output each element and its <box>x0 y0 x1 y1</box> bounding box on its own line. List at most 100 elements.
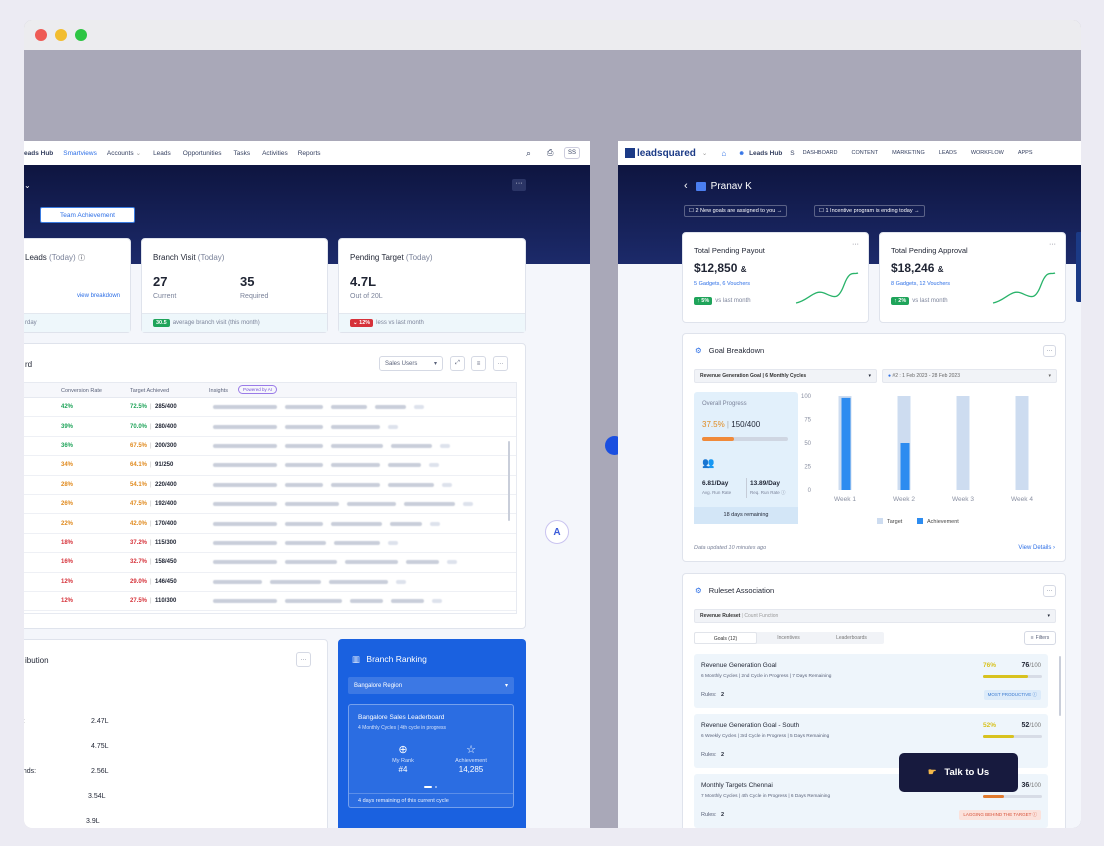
scrollbar[interactable] <box>508 441 510 521</box>
region-select[interactable]: Bangalore Region ▾ <box>348 677 514 694</box>
hub-label[interactable]: eads Hub <box>24 149 54 157</box>
insights <box>213 463 447 468</box>
progress-pct: 37.5% <box>702 420 725 429</box>
logo-text[interactable]: leadsquared <box>637 147 696 159</box>
tab-incentives[interactable]: Incentives <box>777 635 800 641</box>
table-row[interactable]: 18% 37.2% | 115/300 <box>24 534 516 554</box>
more-options-icon[interactable]: ··· <box>512 179 526 191</box>
nav-apps[interactable]: APPS <box>1017 150 1033 156</box>
nav-workflow[interactable]: WORKFLOW <box>970 150 1004 156</box>
view-breakdown-link[interactable]: view breakdown <box>76 293 120 299</box>
more-options-icon[interactable]: ··· <box>296 652 311 667</box>
achievement-value: 14,285 <box>458 765 484 774</box>
search-icon[interactable]: ⌕ <box>526 147 532 158</box>
carousel-dot-active[interactable] <box>424 786 432 788</box>
nav-s[interactable]: S <box>790 149 795 157</box>
header-conversion-rate[interactable]: Conversion Rate <box>61 388 102 394</box>
maximize-dot[interactable] <box>75 29 87 41</box>
more-options-icon[interactable]: ··· <box>1043 585 1056 597</box>
nav-accounts[interactable]: Accounts <box>106 149 134 157</box>
table-row[interactable]: 12% 29.0% | 146/450 <box>24 573 516 592</box>
goal-item[interactable]: Monthly Targets Chennai 7 Monthly Cycles… <box>694 774 1048 828</box>
y-tick-label: 100 <box>801 394 812 400</box>
leads-hub-icon: ☻ <box>738 149 746 157</box>
more-options-icon[interactable]: ··· <box>1049 241 1056 248</box>
legend-target-label: Target <box>887 519 903 525</box>
minimize-dot[interactable] <box>55 29 67 41</box>
nav-leads[interactable]: LEADS <box>938 150 957 156</box>
payout-badge: ↑ 5% <box>694 297 713 305</box>
scrollbar[interactable] <box>1059 656 1061 716</box>
carousel-dot[interactable] <box>435 786 437 788</box>
printer-icon[interactable]: ⎙ <box>547 148 554 157</box>
sales-users-select[interactable]: Sales Users ▾ <box>379 356 443 371</box>
table-row[interactable]: 22% 42.0% | 170/400 <box>24 514 516 534</box>
tab-goals[interactable]: Goals (12) <box>694 632 757 644</box>
table-row[interactable]: 34% 64.1% | 91/250 <box>24 456 516 476</box>
pending-target-sub: Out of 20L <box>350 293 383 300</box>
goal-name: Revenue Generation Goal - South <box>701 722 800 729</box>
more-count <box>387 424 398 429</box>
x-tick-label: Week 3 <box>952 496 974 503</box>
table-row[interactable]: 28% 54.1% | 220/400 <box>24 476 516 495</box>
ai-assistant-icon[interactable]: A <box>545 520 569 544</box>
more-options-icon[interactable]: ··· <box>852 241 859 248</box>
header-target-achieved[interactable]: Target Achieved <box>130 388 170 394</box>
insights <box>213 482 460 487</box>
table-row[interactable]: 42% 72.5% | 285/400 <box>24 398 516 418</box>
ruleset-icon: ⚙ <box>695 586 702 595</box>
next-card-edge <box>1076 232 1081 302</box>
avg-run-rate-label: Avg. Run Rate <box>702 490 732 495</box>
cycle-select[interactable]: ● #2 : 1 Feb 2023 - 28 Feb 2023 ▾ <box>882 369 1057 383</box>
home-icon[interactable]: ⌂ <box>721 148 727 158</box>
info-icon: ⓘ <box>77 255 85 262</box>
new-goals-chip[interactable]: ☐ 2 New goals are assigned to you → <box>684 205 788 217</box>
nav-dashboard[interactable]: DASHBOARD <box>802 150 838 156</box>
ruleset-select[interactable]: Revenue Ruleset | Count Function ▾ <box>694 609 1056 623</box>
avatar[interactable]: SS <box>564 147 581 159</box>
more-options-icon[interactable]: ··· <box>1043 345 1056 357</box>
nav-activities[interactable]: Activities <box>262 149 288 157</box>
goal-tag: MOST PRODUCTIVE ⓘ <box>983 690 1041 700</box>
back-icon[interactable]: ‹ <box>684 180 688 192</box>
browser-window: eads Hub Smartviews Accounts ⌄ Leads Oppo… <box>24 20 1081 828</box>
goal-item[interactable]: Revenue Generation Goal 6 Monthly Cycles… <box>694 654 1048 708</box>
team-achievement-button[interactable]: Team Achievement <box>40 207 135 223</box>
approval-badge: ↑ 2% <box>891 297 910 305</box>
nav-smartviews[interactable]: Smartviews <box>63 149 97 157</box>
approval-value: $18,246 <box>891 261 935 275</box>
filter-icon[interactable]: ≡ <box>471 356 486 371</box>
expand-icon[interactable]: ⤢ <box>450 356 465 371</box>
goal-rules: Rules: <box>701 692 717 698</box>
branch-visit-footer: average branch visit (this month) <box>172 320 260 326</box>
goal-tag: LAGGING BEHIND THE TARGET ⓘ <box>959 810 1041 820</box>
pointing-hand-icon: ☛ <box>927 767 937 778</box>
table-row[interactable]: 36% 67.5% | 200/300 <box>24 437 516 457</box>
more-options-icon[interactable]: ··· <box>493 356 508 371</box>
incentive-chip[interactable]: ☐ 1 Incentive program is ending today → <box>814 205 925 217</box>
table-row[interactable]: 39% 70.0% | 280/400 <box>24 417 516 437</box>
close-dot[interactable] <box>35 29 47 41</box>
view-details-link[interactable]: View Details › <box>1018 545 1055 551</box>
nav-content[interactable]: CONTENT <box>851 150 879 156</box>
achieved-value: 146/450 <box>155 578 177 585</box>
tab-leaderboards[interactable]: Leaderboards <box>836 635 867 641</box>
goal-select[interactable]: Revenue Generation Goal | 6 Monthly Cycl… <box>694 369 877 383</box>
nav-opportunities[interactable]: Opportunities <box>182 149 222 157</box>
leads-hub-label[interactable]: Leads Hub <box>749 149 783 157</box>
table-row[interactable]: 16% 32.7% | 158/450 <box>24 553 516 573</box>
table-row[interactable]: 12% 27.5% | 110/300 <box>24 592 516 612</box>
nav-leads[interactable]: Leads <box>153 149 171 157</box>
ranking-footer: 4 days remaining of this current cycle <box>349 793 513 807</box>
conversion-rate: 22% <box>61 520 74 527</box>
talk-to-us-button[interactable]: ☛ Talk to Us <box>899 753 1018 792</box>
approval-title: Total Pending Approval <box>891 246 968 255</box>
nav-reports[interactable]: Reports <box>297 149 321 157</box>
table-row[interactable]: 26% 47.5% | 192/400 <box>24 495 516 515</box>
chevron-down-icon[interactable]: ⌄ <box>24 181 31 190</box>
y-tick-label: 50 <box>804 441 811 447</box>
nav-marketing[interactable]: MARKETING <box>892 150 925 156</box>
achieved-pct: 37.2% <box>130 539 148 546</box>
filters-button[interactable]: ≡ Filters <box>1024 631 1056 645</box>
nav-tasks[interactable]: Tasks <box>233 149 251 157</box>
